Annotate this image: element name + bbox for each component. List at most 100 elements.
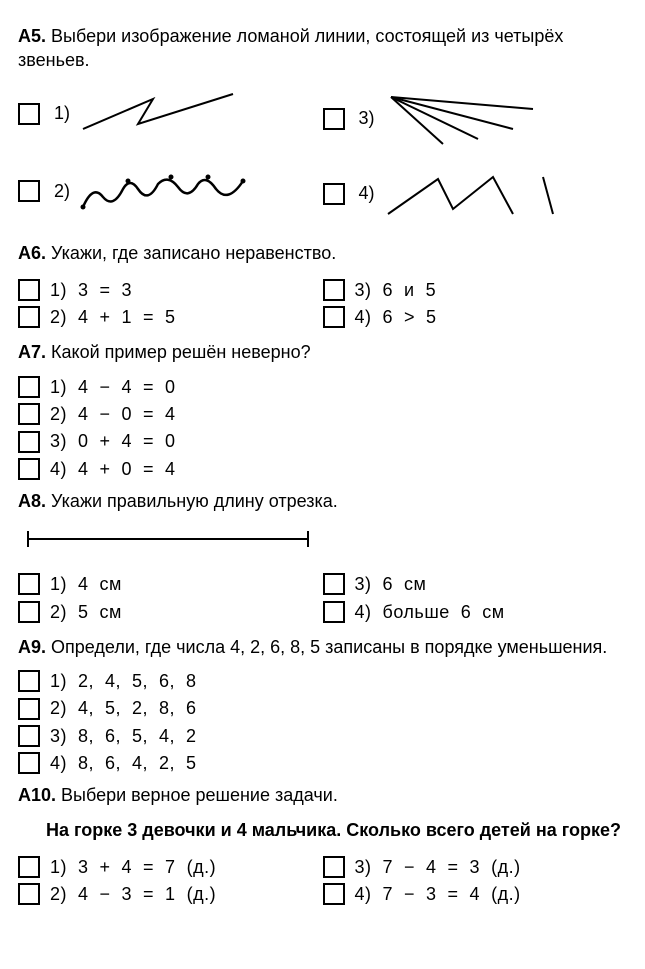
checkbox[interactable] [18, 431, 40, 453]
question-text: Выбери изображение ломаной линии, состоя… [18, 26, 563, 70]
question-a7: А7. Какой пример решён неверно? [18, 340, 627, 364]
option-text: 4) 8, 6, 4, 2, 5 [50, 751, 197, 775]
option-text: 3) 6 см [355, 572, 427, 596]
checkbox[interactable] [18, 376, 40, 398]
option-a5-1[interactable]: 1) [18, 89, 323, 139]
segment-figure [18, 527, 627, 551]
question-a9: А9. Определи, где числа 4, 2, 6, 8, 5 за… [18, 635, 627, 659]
option-text: 1) 3 = 3 [50, 278, 132, 302]
a5-options-row1: 1) 3) [18, 83, 627, 163]
checkbox[interactable] [18, 670, 40, 692]
option-a9-2[interactable]: 2) 4, 5, 2, 8, 6 [18, 696, 627, 720]
segment-svg [18, 527, 318, 551]
question-text: Укажи правильную длину отрезка. [51, 491, 338, 511]
question-a5: А5. Выбери изображение ломаной линии, со… [18, 24, 627, 73]
checkbox[interactable] [323, 601, 345, 623]
question-label: А5. [18, 26, 46, 46]
checkbox[interactable] [18, 601, 40, 623]
option-a9-4[interactable]: 4) 8, 6, 4, 2, 5 [18, 751, 627, 775]
option-text: 2) 5 см [50, 600, 122, 624]
option-a6-2[interactable]: 2) 4 + 1 = 5 [18, 305, 323, 329]
option-a5-2[interactable]: 2) [18, 169, 323, 214]
a7-options: 1) 4 − 4 = 0 2) 4 − 0 = 4 3) 0 + 4 = 0 4… [18, 375, 627, 481]
option-number: 2) [54, 179, 70, 203]
option-a10-1[interactable]: 1) 3 + 4 = 7 (д.) [18, 855, 323, 879]
a8-options: 1) 4 см 2) 5 см 3) 6 см 4) больше 6 см [18, 569, 627, 627]
checkbox[interactable] [18, 180, 40, 202]
polyline-image-4 [383, 169, 563, 219]
a10-options: 1) 3 + 4 = 7 (д.) 2) 4 − 3 = 1 (д.) 3) 7… [18, 852, 627, 910]
option-text: 4) 6 > 5 [355, 305, 437, 329]
option-number: 1) [54, 101, 70, 125]
checkbox[interactable] [323, 856, 345, 878]
checkbox[interactable] [323, 183, 345, 205]
option-text: 4) больше 6 см [355, 600, 505, 624]
option-text: 2) 4 + 1 = 5 [50, 305, 176, 329]
question-text: Определи, где числа 4, 2, 6, 8, 5 записа… [51, 637, 607, 657]
question-text: Выбери верное решение задачи. [61, 785, 338, 805]
question-label: А10. [18, 785, 56, 805]
option-a7-2[interactable]: 2) 4 − 0 = 4 [18, 402, 627, 426]
checkbox[interactable] [323, 883, 345, 905]
question-a6: А6. Укажи, где записано неравенство. [18, 241, 627, 265]
checkbox[interactable] [18, 752, 40, 774]
option-text: 3) 6 и 5 [355, 278, 437, 302]
checkbox[interactable] [18, 279, 40, 301]
a9-options: 1) 2, 4, 5, 6, 8 2) 4, 5, 2, 8, 6 3) 8, … [18, 669, 627, 775]
option-a6-1[interactable]: 1) 3 = 3 [18, 278, 323, 302]
option-a9-1[interactable]: 1) 2, 4, 5, 6, 8 [18, 669, 627, 693]
option-a7-4[interactable]: 4) 4 + 0 = 4 [18, 457, 627, 481]
option-a9-3[interactable]: 3) 8, 6, 5, 4, 2 [18, 724, 627, 748]
option-a8-2[interactable]: 2) 5 см [18, 600, 323, 624]
checkbox[interactable] [18, 725, 40, 747]
question-a10: А10. Выбери верное решение задачи. [18, 783, 627, 807]
option-a8-1[interactable]: 1) 4 см [18, 572, 323, 596]
a5-options-row2: 2) 4) [18, 163, 627, 233]
option-text: 1) 2, 4, 5, 6, 8 [50, 669, 197, 693]
checkbox[interactable] [18, 573, 40, 595]
option-text: 3) 7 − 4 = 3 (д.) [355, 855, 521, 879]
checkbox[interactable] [323, 573, 345, 595]
question-label: А9. [18, 637, 46, 657]
checkbox[interactable] [18, 103, 40, 125]
option-text: 3) 8, 6, 5, 4, 2 [50, 724, 197, 748]
question-text: Укажи, где записано неравенство. [51, 243, 336, 263]
option-text: 4) 7 − 3 = 4 (д.) [355, 882, 521, 906]
question-a8: А8. Укажи правильную длину отрезка. [18, 489, 627, 513]
checkbox[interactable] [323, 279, 345, 301]
option-number: 3) [359, 106, 375, 130]
option-a5-3[interactable]: 3) [323, 89, 628, 149]
question-label: А7. [18, 342, 46, 362]
option-text: 1) 3 + 4 = 7 (д.) [50, 855, 216, 879]
checkbox[interactable] [18, 856, 40, 878]
option-a8-3[interactable]: 3) 6 см [323, 572, 628, 596]
checkbox[interactable] [18, 458, 40, 480]
option-text: 1) 4 см [50, 572, 122, 596]
option-text: 2) 4 − 3 = 1 (д.) [50, 882, 216, 906]
option-a8-4[interactable]: 4) больше 6 см [323, 600, 628, 624]
option-text: 4) 4 + 0 = 4 [50, 457, 176, 481]
polyline-image-3 [383, 89, 543, 149]
polyline-image-2 [78, 169, 248, 214]
option-a6-4[interactable]: 4) 6 > 5 [323, 305, 628, 329]
option-text: 1) 4 − 4 = 0 [50, 375, 176, 399]
option-a6-3[interactable]: 3) 6 и 5 [323, 278, 628, 302]
a6-options: 1) 3 = 3 2) 4 + 1 = 5 3) 6 и 5 4) 6 > 5 [18, 275, 627, 333]
checkbox[interactable] [323, 108, 345, 130]
option-text: 3) 0 + 4 = 0 [50, 429, 176, 453]
checkbox[interactable] [18, 698, 40, 720]
a10-problem: На горке 3 девочки и 4 мальчика. Сколько… [18, 818, 627, 842]
option-a7-3[interactable]: 3) 0 + 4 = 0 [18, 429, 627, 453]
option-a10-2[interactable]: 2) 4 − 3 = 1 (д.) [18, 882, 323, 906]
checkbox[interactable] [18, 403, 40, 425]
option-a10-3[interactable]: 3) 7 − 4 = 3 (д.) [323, 855, 628, 879]
checkbox[interactable] [18, 306, 40, 328]
checkbox[interactable] [18, 883, 40, 905]
option-text: 2) 4, 5, 2, 8, 6 [50, 696, 197, 720]
checkbox[interactable] [323, 306, 345, 328]
option-number: 4) [359, 181, 375, 205]
option-a10-4[interactable]: 4) 7 − 3 = 4 (д.) [323, 882, 628, 906]
option-a5-4[interactable]: 4) [323, 169, 628, 219]
option-text: 2) 4 − 0 = 4 [50, 402, 176, 426]
option-a7-1[interactable]: 1) 4 − 4 = 0 [18, 375, 627, 399]
